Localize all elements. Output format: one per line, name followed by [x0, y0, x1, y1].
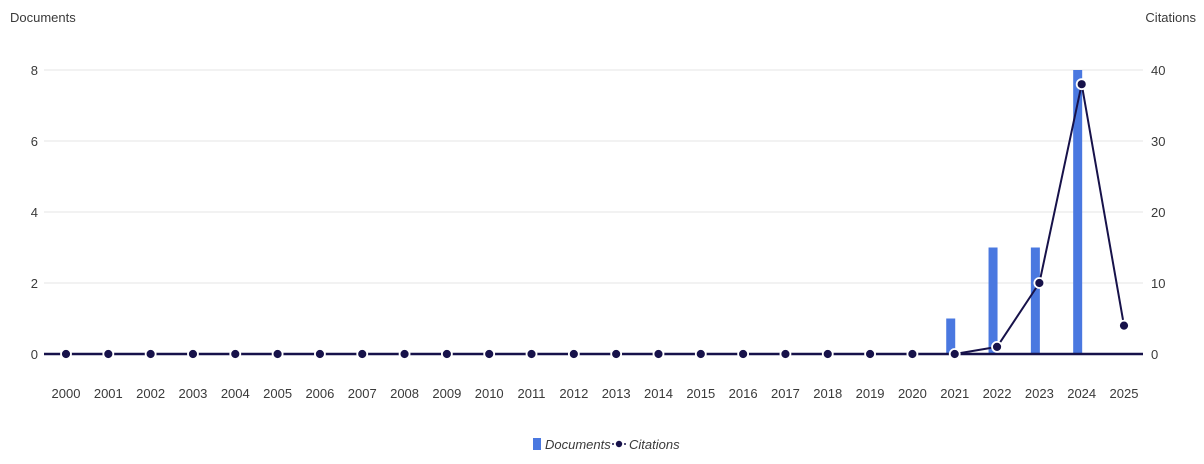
x-tick-label: 2010	[475, 386, 504, 401]
x-tick-label: 2017	[771, 386, 800, 401]
left-y-tick-label: 6	[31, 134, 38, 149]
citations-point	[102, 348, 115, 360]
legend-documents-swatch	[533, 438, 541, 450]
bar-documents	[988, 247, 998, 354]
citations-point	[906, 348, 919, 360]
legend-citations-marker	[615, 440, 623, 448]
x-tick-label: 2014	[644, 386, 673, 401]
citations-point	[864, 348, 876, 360]
legend-item-documents[interactable]: Documents	[533, 437, 611, 452]
citations-point	[314, 348, 326, 360]
citations-point	[1033, 277, 1046, 289]
x-tick-label: 2007	[348, 386, 377, 401]
x-tick-label: 2016	[729, 386, 758, 401]
citations-point	[779, 348, 792, 360]
citations-polyline	[66, 83, 1125, 355]
left-y-tick-label: 8	[31, 63, 38, 78]
x-tick-label: 2019	[856, 386, 885, 401]
x-tick-label: 2020	[898, 386, 927, 401]
citations-point	[610, 348, 623, 360]
citations-point	[398, 348, 411, 360]
x-tick-label: 2012	[559, 386, 588, 401]
right-y-tick-label: 0	[1151, 347, 1158, 362]
left-y-tick-label: 2	[31, 276, 38, 291]
x-tick-label: 2013	[602, 386, 631, 401]
right-y-axis-ticks: 0 10 20 30 40	[1151, 63, 1165, 362]
left-y-tick-label: 0	[31, 347, 38, 362]
right-y-tick-label: 10	[1151, 276, 1165, 291]
x-tick-label: 2004	[221, 386, 250, 401]
x-tick-label: 2018	[813, 386, 842, 401]
citations-points	[60, 78, 1130, 360]
x-tick-label: 2015	[686, 386, 715, 401]
citations-line	[66, 83, 1125, 355]
citations-point	[440, 348, 453, 360]
right-y-tick-label: 20	[1151, 205, 1165, 220]
citations-point	[567, 348, 580, 360]
legend-documents-label: Documents	[545, 437, 611, 452]
x-tick-label: 2023	[1025, 386, 1054, 401]
x-tick-label: 2025	[1110, 386, 1139, 401]
x-tick-label: 2003	[178, 386, 207, 401]
right-axis-title: Citations	[1145, 10, 1196, 25]
citations-point	[821, 348, 834, 360]
citations-point	[144, 348, 157, 360]
citations-point	[271, 348, 284, 360]
grid-lines	[44, 69, 1143, 284]
x-tick-label: 2022	[983, 386, 1012, 401]
citations-point	[991, 340, 1003, 353]
citations-point	[737, 348, 750, 360]
x-tick-label: 2008	[390, 386, 419, 401]
right-y-tick-label: 40	[1151, 63, 1165, 78]
left-y-tick-label: 4	[31, 205, 38, 220]
x-tick-label: 2011	[518, 386, 546, 401]
legend-item-citations[interactable]: Citations	[612, 437, 680, 452]
legend: Documents Citations	[533, 437, 680, 452]
right-y-tick-label: 30	[1151, 134, 1165, 149]
citations-point	[694, 348, 707, 360]
bar-documents	[946, 318, 956, 354]
x-axis-ticks: 2000 2001 2002 2003 2004 2005 2006 2007 2008 2009…	[52, 386, 1139, 401]
left-axis-title: Documents	[10, 10, 76, 25]
citations-point	[1118, 319, 1130, 332]
x-tick-label: 2021	[940, 386, 969, 401]
bar-documents	[1073, 70, 1083, 354]
x-tick-label: 2009	[432, 386, 461, 401]
x-tick-label: 2001	[94, 386, 123, 401]
citations-point	[187, 348, 199, 360]
x-tick-label: 2024	[1067, 386, 1096, 401]
citations-point	[60, 348, 72, 360]
citations-point	[356, 348, 369, 360]
x-tick-label: 2006	[305, 386, 334, 401]
citations-point	[948, 348, 961, 360]
documents-bars	[946, 70, 1083, 354]
citations-point	[525, 348, 538, 360]
x-tick-label: 2002	[136, 386, 165, 401]
legend-citations-label: Citations	[629, 437, 680, 452]
citations-point	[483, 348, 496, 360]
citations-point	[1075, 78, 1088, 91]
left-y-axis-ticks: 0 2 4 6 8	[31, 63, 38, 362]
x-tick-label: 2000	[52, 386, 81, 401]
bar-documents	[1030, 247, 1040, 354]
citations-point	[229, 348, 242, 360]
citations-point	[652, 348, 665, 360]
x-tick-label: 2005	[263, 386, 292, 401]
